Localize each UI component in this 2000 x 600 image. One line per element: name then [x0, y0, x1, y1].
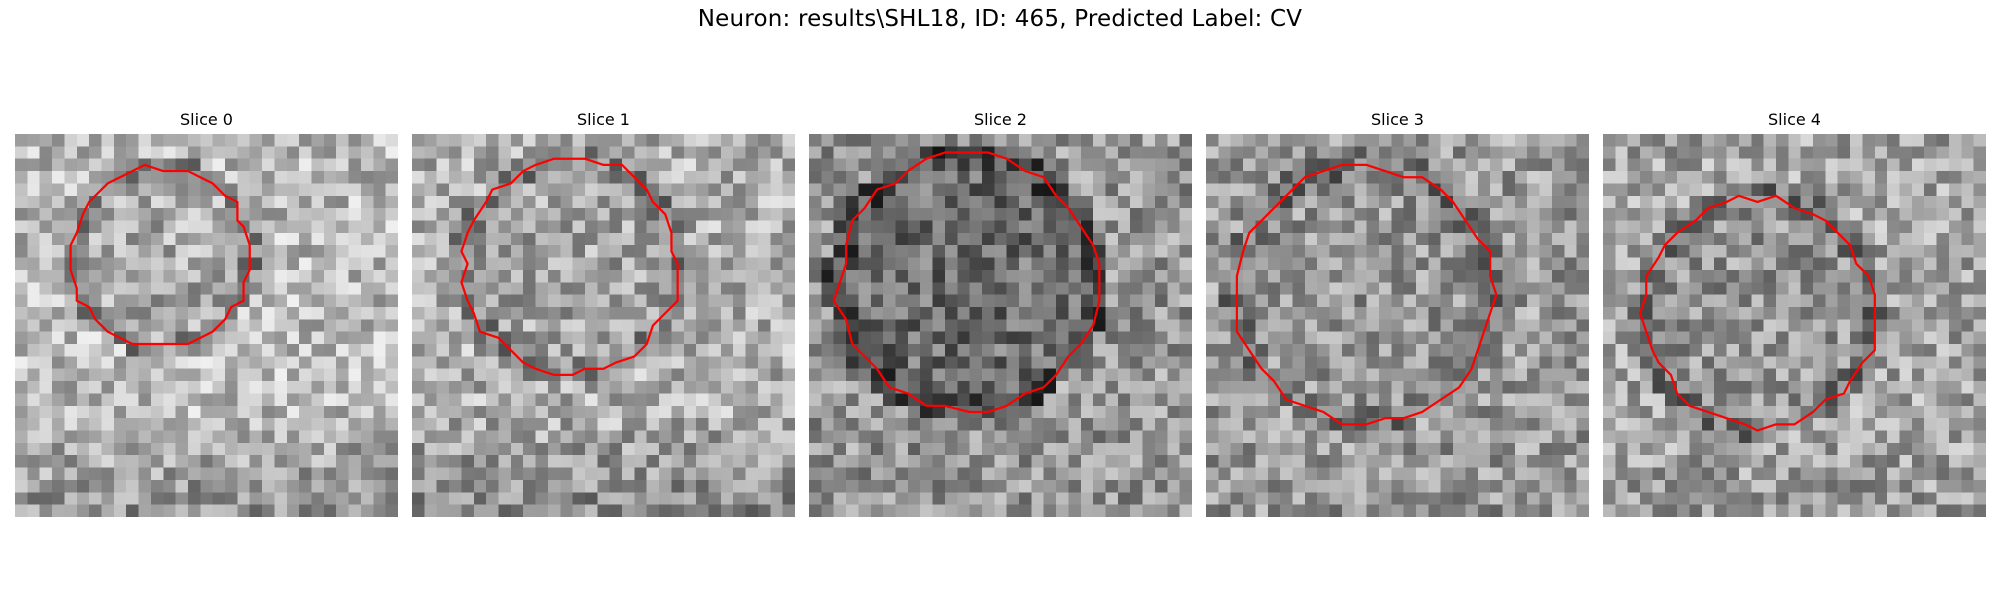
pixel-grid — [1603, 134, 1986, 517]
pixel-grid — [412, 134, 795, 517]
pixel-grid — [809, 134, 1192, 517]
contour-outline — [460, 157, 679, 377]
slice-image-2 — [809, 134, 1192, 517]
slice-image-3 — [1206, 134, 1589, 517]
slice-title-1: Slice 1 — [577, 110, 630, 129]
contour-outline — [1235, 163, 1498, 426]
contour-outline — [832, 151, 1101, 414]
slice-title-2: Slice 2 — [974, 110, 1027, 129]
figure-title: Neuron: results\SHL18, ID: 465, Predicte… — [697, 6, 1303, 32]
pixel-grid — [1206, 134, 1589, 517]
slice-title-0: Slice 0 — [180, 110, 233, 129]
slice-title-3: Slice 3 — [1371, 110, 1424, 129]
slice-image-1 — [412, 134, 795, 517]
contour-outline — [1638, 194, 1876, 432]
slice-image-0 — [15, 134, 398, 517]
contour-outline — [69, 163, 251, 346]
slice-title-4: Slice 4 — [1768, 110, 1821, 129]
pixel-grid — [15, 134, 398, 517]
slice-image-4 — [1603, 134, 1986, 517]
